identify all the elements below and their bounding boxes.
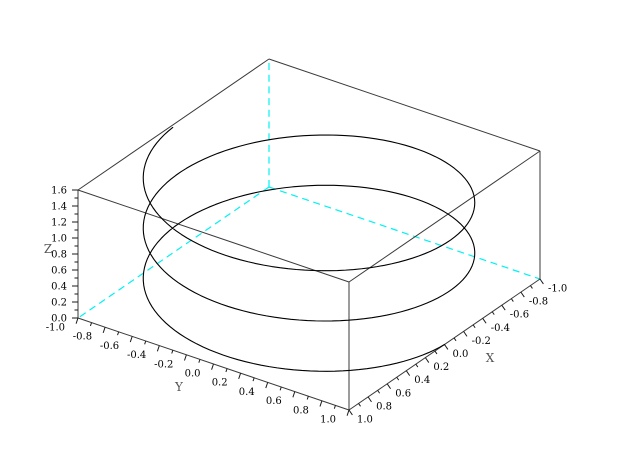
box-edge: [77, 58, 270, 191]
x-tick: [463, 331, 468, 337]
y-tick: [183, 354, 187, 361]
x-minor-tick: [453, 337, 457, 342]
x-minor-tick: [377, 390, 381, 394]
x-tick: [386, 383, 392, 390]
hidden-box-edge: [77, 186, 270, 319]
y-tick: [238, 373, 242, 380]
y-minor-tick: [144, 340, 147, 345]
x-tick-label: -0.2: [472, 336, 491, 347]
y-tick: [265, 382, 269, 389]
x-minor-tick: [472, 324, 476, 329]
y-tick-label: 1.0: [320, 415, 336, 426]
y-tick-label: 0.6: [266, 396, 282, 407]
y-minor-tick: [117, 331, 120, 336]
x-tick: [520, 291, 525, 298]
x-minor-tick: [396, 376, 400, 381]
x-tick: [367, 396, 372, 403]
z-tick-label: 0.2: [51, 298, 67, 309]
z-tick-label: 1.2: [51, 218, 67, 229]
z-tick-label: 0.6: [51, 266, 67, 277]
x-tick-label: 0.6: [395, 388, 411, 399]
y-minor-tick: [306, 396, 309, 400]
y-minor-tick: [198, 359, 201, 363]
x-tick: [539, 278, 544, 285]
z-axis-title: Z: [44, 242, 52, 256]
x-tick-label: -0.6: [510, 310, 529, 321]
x-minor-tick: [491, 311, 495, 315]
x-tick: [444, 344, 449, 350]
z-tick-label: 1.4: [51, 202, 67, 213]
y-axis-title: Y: [174, 380, 184, 394]
x-tick-label: -0.8: [529, 297, 548, 308]
z-tick-label: 0.0: [51, 314, 67, 325]
y-tick-label: 0.4: [239, 387, 255, 398]
y-tick: [319, 400, 323, 407]
y-tick: [102, 327, 106, 334]
y-minor-tick: [279, 386, 282, 391]
x-axis-title: X: [486, 351, 495, 365]
y-tick-label: -0.8: [73, 332, 92, 343]
y-tick-label: 0.8: [293, 405, 309, 416]
z-tick-label: 1.0: [51, 234, 67, 245]
x-tick-label: 0.8: [376, 401, 392, 412]
x-minor-tick: [434, 350, 438, 355]
y-tick-label: 0.2: [212, 378, 228, 389]
z-tick-label: 1.6: [51, 186, 67, 197]
y-tick: [211, 363, 214, 370]
z-tick-label: 0.4: [51, 282, 67, 293]
box-edge: [77, 189, 350, 283]
x-tick-label: 0.0: [453, 349, 469, 360]
x-tick-label: -1.0: [548, 284, 567, 295]
z-tick-label: 0.8: [51, 250, 67, 261]
x-tick-label: -0.4: [491, 323, 510, 334]
y-minor-tick: [89, 322, 93, 327]
x-tick: [424, 357, 430, 363]
x-tick: [348, 409, 353, 416]
hidden-box-edge: [268, 186, 541, 280]
x-tick-label: 0.2: [433, 362, 449, 373]
y-tick: [346, 409, 350, 416]
x-tick: [482, 318, 487, 324]
y-tick-label: -1.0: [46, 323, 65, 334]
x-tick: [405, 370, 411, 376]
x-tick-label: 1.0: [357, 415, 373, 426]
x-minor-tick: [510, 298, 514, 302]
box-edge: [348, 150, 541, 283]
helix-curve: [142, 126, 476, 372]
x-tick-label: 0.4: [414, 375, 430, 386]
y-tick: [129, 336, 133, 343]
y-tick-label: -0.4: [127, 350, 146, 361]
box-edge: [268, 58, 541, 152]
y-tick: [75, 317, 79, 324]
y-minor-tick: [333, 405, 336, 409]
x-tick: [501, 304, 506, 311]
x-minor-tick: [358, 403, 361, 407]
y-minor-tick: [171, 350, 174, 354]
y-tick: [156, 345, 160, 352]
y-tick: [292, 391, 296, 398]
x-minor-tick: [415, 363, 419, 368]
y-tick-label: 0.0: [185, 369, 201, 380]
y-minor-tick: [252, 377, 255, 382]
y-tick-label: -0.6: [100, 341, 119, 352]
x-minor-tick: [530, 285, 533, 289]
y-minor-tick: [225, 368, 228, 373]
y-tick-label: -0.2: [154, 359, 173, 370]
